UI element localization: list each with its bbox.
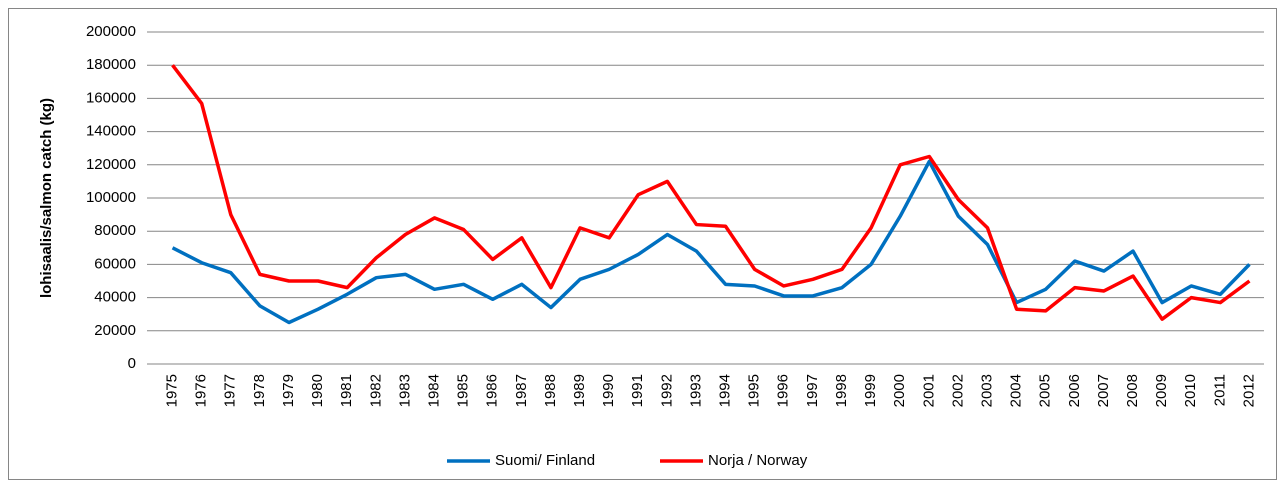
x-tick-label: 1996 [775,374,792,407]
x-tick-label: 1976 [193,374,210,407]
x-tick-label: 1994 [717,374,734,407]
chart-frame [8,8,1277,480]
x-tick-label: 2007 [1095,374,1112,407]
y-tick-label: 40000 [94,289,136,306]
x-tick-label: 1980 [309,374,326,407]
y-tick-label: 20000 [94,322,136,339]
x-tick-label: 2003 [978,374,995,407]
x-tick-label: 1990 [600,374,617,407]
x-tick-label: 2011 [1211,374,1228,406]
series-line [171,159,1251,325]
x-tick-label: 1984 [425,374,442,407]
x-tick-label: 1978 [251,374,268,407]
x-tick-label: 1987 [513,374,530,407]
x-tick-label: 2009 [1153,374,1170,407]
x-tick-label: 2000 [891,374,908,407]
x-tick-label: 1995 [746,374,763,407]
series-line [171,64,1251,321]
x-tick-label: 2012 [1240,374,1257,407]
y-tick-label: 200000 [86,23,136,40]
x-tick-label: 1982 [367,374,384,407]
y-axis-title: lohisaalis/salmon catch (kg) [38,98,55,298]
y-tick-label: 160000 [86,89,136,106]
x-tick-label: 1977 [222,374,239,407]
x-tick-label: 2010 [1182,374,1199,407]
y-tick-label: 80000 [94,222,136,239]
x-tick-label: 1981 [338,374,355,407]
x-tick-label: 1983 [396,374,413,407]
x-tick-label: 1979 [280,374,297,407]
y-tick-label: 180000 [86,56,136,73]
legend-label: Norja / Norway [708,452,808,469]
y-tick-label: 140000 [86,123,136,140]
x-tick-label: 2005 [1037,374,1054,407]
x-tick-label: 1986 [484,374,501,407]
y-tick-label: 100000 [86,189,136,206]
x-tick-label: 1975 [164,374,181,407]
x-tick-label: 1997 [804,374,821,407]
x-tick-label: 2001 [920,374,937,407]
legend-label: Suomi/ Finland [495,452,595,469]
y-tick-label: 60000 [94,255,136,272]
y-tick-label: 120000 [86,156,136,173]
x-tick-label: 1988 [542,374,559,407]
x-tick-label: 2004 [1008,374,1025,407]
x-tick-label: 2002 [949,374,966,407]
x-tick-label: 2006 [1066,374,1083,407]
x-tick-label: 1992 [658,374,675,407]
y-tick-label: 0 [128,355,136,372]
x-tick-label: 1991 [629,374,646,407]
x-tick-label: 1998 [833,374,850,407]
x-tick-label: 1985 [455,374,472,407]
x-tick-label: 2008 [1124,374,1141,407]
x-tick-label: 1989 [571,374,588,407]
x-tick-label: 1999 [862,374,879,407]
x-tick-label: 1993 [687,374,704,407]
